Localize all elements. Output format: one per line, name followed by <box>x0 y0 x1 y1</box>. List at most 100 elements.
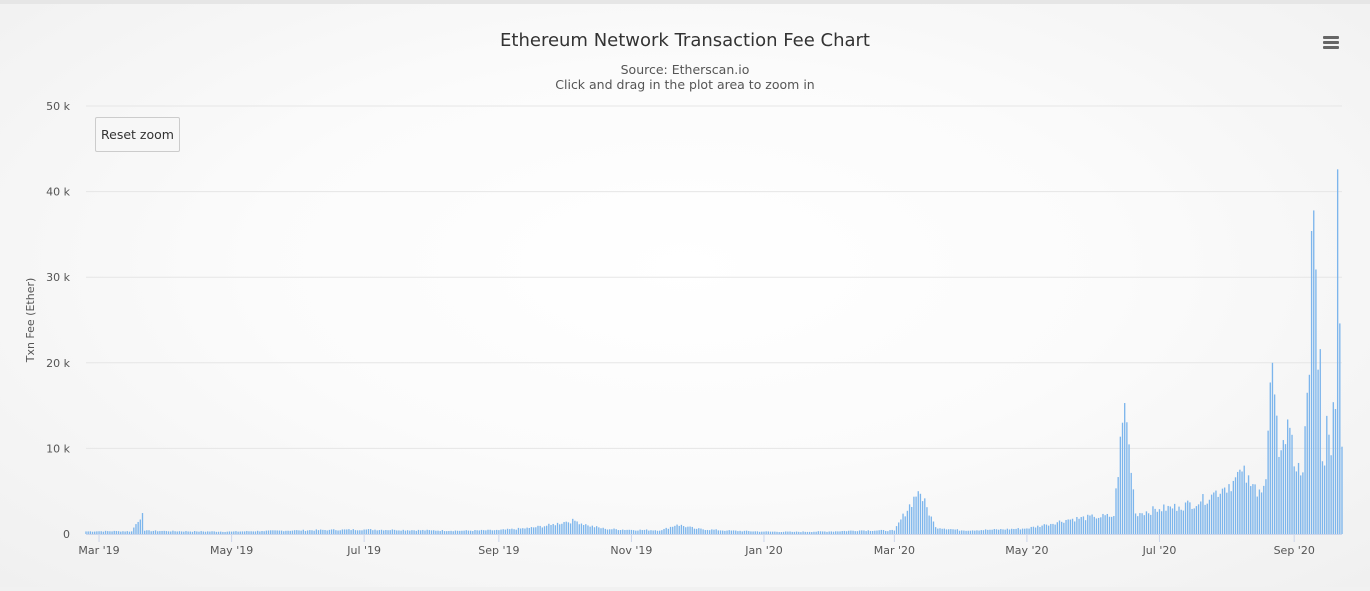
fee-bar[interactable] <box>204 531 207 534</box>
fee-bar[interactable] <box>1330 455 1332 534</box>
fee-bar[interactable] <box>641 530 643 534</box>
fee-bar[interactable] <box>472 531 474 534</box>
fee-bar[interactable] <box>543 526 546 534</box>
fee-bar[interactable] <box>1308 374 1311 534</box>
fee-bar[interactable] <box>1121 422 1124 534</box>
fee-bar[interactable] <box>898 522 900 534</box>
fee-bar[interactable] <box>548 523 550 534</box>
fee-bar[interactable] <box>100 531 102 534</box>
fee-bar[interactable] <box>767 531 769 534</box>
fee-bar[interactable] <box>630 529 633 534</box>
fee-bar[interactable] <box>911 506 913 534</box>
fee-bar[interactable] <box>1124 403 1126 534</box>
fee-bar[interactable] <box>750 531 752 534</box>
fee-bar[interactable] <box>330 529 333 534</box>
fee-bar[interactable] <box>811 532 813 534</box>
fee-bar[interactable] <box>589 526 591 534</box>
fee-bar[interactable] <box>296 530 298 534</box>
fee-bar[interactable] <box>1243 465 1245 534</box>
fee-bar[interactable] <box>706 529 709 534</box>
fee-bar[interactable] <box>261 531 263 534</box>
fee-bar[interactable] <box>782 531 785 534</box>
fee-bar[interactable] <box>463 530 465 534</box>
fee-bar[interactable] <box>506 528 509 534</box>
fee-bar[interactable] <box>908 504 911 534</box>
fee-bar[interactable] <box>708 530 711 534</box>
fee-bar[interactable] <box>889 530 891 534</box>
fee-bar[interactable] <box>478 530 480 534</box>
fee-bar[interactable] <box>600 528 602 534</box>
fee-bar[interactable] <box>963 530 965 534</box>
fee-bar[interactable] <box>1245 482 1248 534</box>
fee-bar[interactable] <box>691 526 693 534</box>
fee-bar[interactable] <box>1063 522 1065 534</box>
fee-bar[interactable] <box>741 531 743 534</box>
fee-bar[interactable] <box>726 530 728 534</box>
fee-bar[interactable] <box>1271 362 1274 534</box>
fee-bar[interactable] <box>1304 426 1306 534</box>
fee-bar[interactable] <box>1087 514 1089 534</box>
fee-bar[interactable] <box>454 530 457 534</box>
fee-bar[interactable] <box>211 531 213 534</box>
fee-bar[interactable] <box>821 531 824 534</box>
fee-bar[interactable] <box>969 530 972 534</box>
fee-bar[interactable] <box>1137 516 1139 534</box>
fee-bar[interactable] <box>930 516 932 534</box>
fee-bar[interactable] <box>737 531 739 534</box>
fee-bar[interactable] <box>806 531 809 534</box>
fee-bar[interactable] <box>1004 529 1006 534</box>
fee-bar[interactable] <box>732 530 735 534</box>
fee-bar[interactable] <box>133 527 135 534</box>
fee-bar[interactable] <box>419 530 422 534</box>
fee-bar[interactable] <box>552 523 554 534</box>
fee-bar[interactable] <box>324 530 326 534</box>
fee-bar[interactable] <box>615 529 617 534</box>
fee-bar[interactable] <box>517 527 520 534</box>
fee-bar[interactable] <box>993 529 995 534</box>
fee-bar[interactable] <box>756 531 759 534</box>
fee-bar[interactable] <box>354 530 357 534</box>
fee-bar[interactable] <box>452 531 454 534</box>
fee-bar[interactable] <box>387 530 389 534</box>
fee-bar[interactable] <box>808 531 811 534</box>
fee-bar[interactable] <box>1021 528 1024 534</box>
fee-bar[interactable] <box>1197 504 1200 534</box>
fee-bar[interactable] <box>422 529 424 534</box>
fee-bar[interactable] <box>465 530 467 534</box>
fee-bar[interactable] <box>667 528 670 534</box>
fee-bar[interactable] <box>107 531 109 534</box>
fee-bar[interactable] <box>374 529 376 534</box>
fee-bar[interactable] <box>565 521 567 534</box>
fee-bar[interactable] <box>769 531 772 534</box>
fee-bar[interactable] <box>217 531 220 534</box>
fee-bar[interactable] <box>1302 472 1304 534</box>
fee-bar[interactable] <box>665 527 667 534</box>
fee-bar[interactable] <box>1310 230 1313 535</box>
fee-bar[interactable] <box>1237 471 1239 534</box>
fee-bar[interactable] <box>569 523 572 534</box>
fee-bar[interactable] <box>815 531 817 534</box>
fee-bar[interactable] <box>280 530 283 534</box>
fee-bar[interactable] <box>698 528 700 534</box>
fee-bar[interactable] <box>1263 485 1265 534</box>
fee-bar[interactable] <box>989 529 991 534</box>
fee-bar[interactable] <box>724 530 726 534</box>
fee-bar[interactable] <box>172 530 174 534</box>
fee-bar[interactable] <box>813 531 815 534</box>
fee-bar[interactable] <box>926 507 928 534</box>
fee-bar[interactable] <box>752 531 754 534</box>
fee-bar[interactable] <box>852 530 854 534</box>
fee-bar[interactable] <box>1176 510 1178 534</box>
fee-bar[interactable] <box>209 531 211 534</box>
fee-bar[interactable] <box>865 531 867 534</box>
fee-bar[interactable] <box>469 530 472 534</box>
fee-bar[interactable] <box>1152 506 1154 534</box>
fee-bar[interactable] <box>126 531 128 534</box>
fee-bar[interactable] <box>559 524 561 534</box>
fee-bar[interactable] <box>1278 456 1280 534</box>
fee-bar[interactable] <box>1126 422 1128 534</box>
fee-bar[interactable] <box>1080 517 1082 534</box>
fee-bar[interactable] <box>763 531 765 534</box>
fee-bar[interactable] <box>617 530 620 534</box>
fee-bar[interactable] <box>682 526 685 534</box>
